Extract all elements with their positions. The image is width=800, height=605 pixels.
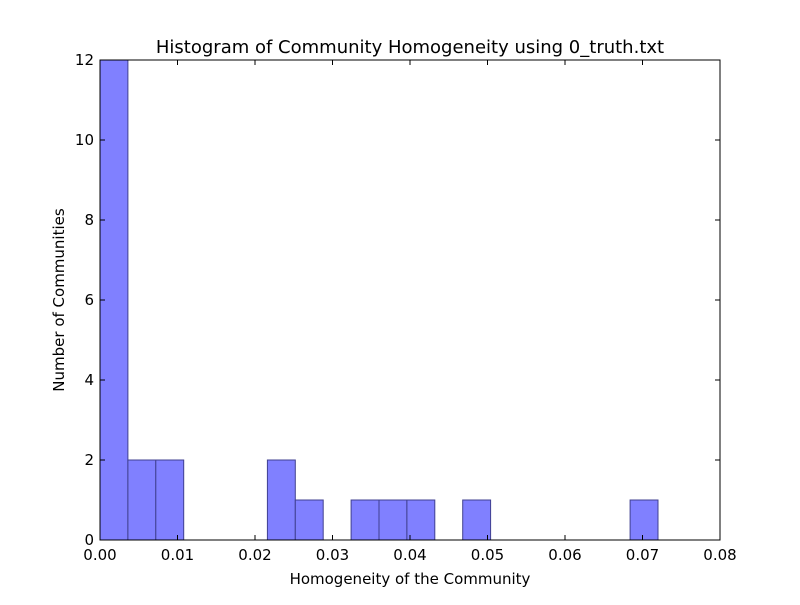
x-tick-label-1: 0.01 bbox=[161, 546, 194, 564]
x-tick-label-6: 0.06 bbox=[548, 546, 581, 564]
chart-title: Histogram of Community Homogeneity using… bbox=[156, 37, 664, 58]
y-tick-label-1: 2 bbox=[84, 451, 94, 469]
x-axis-label: Homogeneity of the Community bbox=[290, 570, 531, 588]
bars-layer bbox=[99, 59, 659, 541]
histogram-bar-6 bbox=[266, 459, 296, 541]
y-tick-label-0: 0 bbox=[84, 531, 94, 549]
histogram-bar-10 bbox=[378, 499, 408, 541]
x-tick-label-4: 0.04 bbox=[393, 546, 426, 564]
histogram-bar-2 bbox=[155, 459, 185, 541]
x-tick-label-7: 0.07 bbox=[626, 546, 659, 564]
histogram-bar-19 bbox=[629, 499, 659, 541]
y-tick-label-6: 12 bbox=[75, 51, 94, 69]
y-tick-label-4: 8 bbox=[84, 211, 94, 229]
x-tick-label-3: 0.03 bbox=[316, 546, 349, 564]
x-tick-label-5: 0.05 bbox=[471, 546, 504, 564]
histogram-bar-11 bbox=[406, 499, 436, 541]
x-tick-label-2: 0.02 bbox=[238, 546, 271, 564]
y-axis-label: Number of Communities bbox=[50, 208, 68, 392]
ticks-layer: 0.00 0.01 0.02 0.03 0.04 0.05 0.06 0.07 0.08 0 2 4 6… bbox=[75, 51, 737, 564]
histogram-bar-9 bbox=[350, 499, 380, 541]
plot-frame bbox=[99, 59, 721, 541]
x-tick-label-0: 0.00 bbox=[83, 546, 116, 564]
y-tick-label-2: 4 bbox=[84, 371, 94, 389]
histogram-bar-1 bbox=[127, 459, 157, 541]
histogram-bar-7 bbox=[294, 499, 324, 541]
x-tick-label-8: 0.08 bbox=[703, 546, 736, 564]
y-tick-label-3: 6 bbox=[84, 291, 94, 309]
histogram-bar-13 bbox=[462, 499, 492, 541]
y-tick-label-5: 10 bbox=[75, 131, 94, 149]
